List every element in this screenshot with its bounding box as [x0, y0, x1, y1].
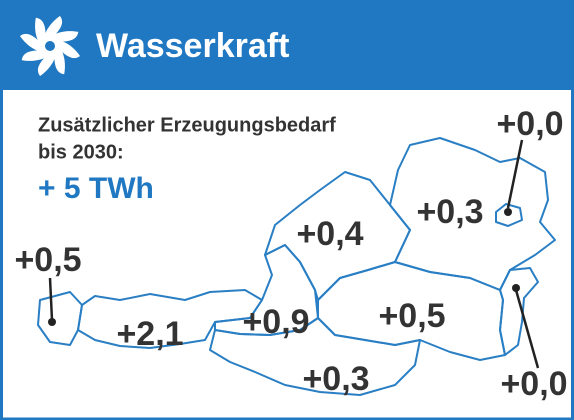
region-label: +0,3	[416, 193, 483, 231]
region-label: +0,9	[242, 303, 309, 341]
vorarlberg	[37, 291, 83, 346]
pointer-dot	[504, 208, 512, 216]
pointer	[514, 289, 540, 369]
region-label: +0,0	[500, 365, 567, 403]
frame	[0, 86, 574, 420]
carinthia	[209, 317, 421, 396]
region-label: +2,1	[116, 315, 183, 353]
region-label: +0,0	[496, 105, 563, 143]
region-label: +0,3	[302, 360, 369, 398]
subtitle-line: bis 2030:	[38, 141, 124, 163]
region-label: +0,4	[296, 215, 363, 253]
header-band	[0, 0, 574, 90]
region-label: +0,5	[378, 297, 445, 335]
region-label: +0,5	[14, 241, 81, 279]
pointer-dot	[48, 318, 56, 326]
pointer	[48, 277, 54, 321]
header-title: Wasserkraft	[96, 27, 289, 65]
map	[37, 137, 556, 396]
turbine-icon	[20, 16, 80, 76]
pointer	[506, 139, 524, 209]
vienna	[495, 203, 523, 227]
pointer-dot	[512, 284, 520, 292]
total: + 5 TWh	[38, 172, 154, 205]
subtitle-line: Zusätzlicher Erzeugungsbedarf	[38, 114, 336, 136]
